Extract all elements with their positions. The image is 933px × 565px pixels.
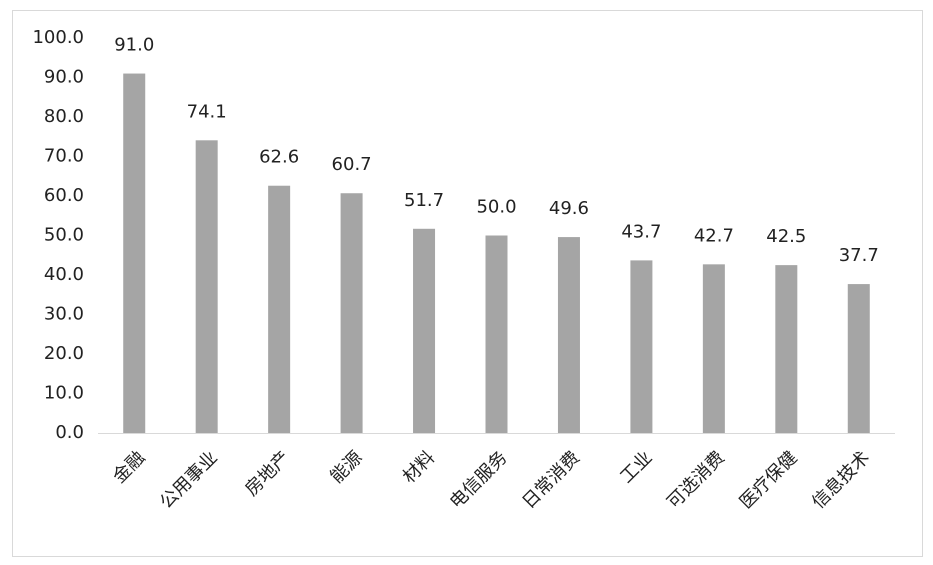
y-tick-label: 90.0 xyxy=(44,67,84,88)
data-label: 42.5 xyxy=(766,226,806,247)
bar xyxy=(123,73,146,434)
y-tick-label: 40.0 xyxy=(44,264,84,285)
bar xyxy=(557,237,580,433)
bar xyxy=(195,140,218,433)
bar xyxy=(268,185,291,433)
chart-border xyxy=(12,10,923,557)
bar xyxy=(702,264,725,433)
y-tick-label: 20.0 xyxy=(44,343,84,364)
data-label: 42.7 xyxy=(694,225,734,246)
y-tick-label: 10.0 xyxy=(44,383,84,404)
data-label: 50.0 xyxy=(476,197,516,218)
y-tick-label: 70.0 xyxy=(44,146,84,167)
data-label: 51.7 xyxy=(404,190,444,211)
y-tick-label: 50.0 xyxy=(44,225,84,246)
bar xyxy=(847,284,870,433)
data-label: 37.7 xyxy=(839,245,879,266)
data-label: 43.7 xyxy=(621,221,661,242)
bar xyxy=(630,260,653,433)
bar xyxy=(413,228,436,433)
data-label: 60.7 xyxy=(332,154,372,175)
bar xyxy=(340,193,363,433)
y-tick-label: 60.0 xyxy=(44,185,84,206)
data-label: 74.1 xyxy=(187,101,227,122)
data-label: 49.6 xyxy=(549,198,589,219)
y-tick-label: 100.0 xyxy=(32,27,84,48)
bar xyxy=(485,235,508,433)
data-label: 91.0 xyxy=(114,35,154,56)
y-tick-label: 80.0 xyxy=(44,106,84,127)
y-tick-label: 0.0 xyxy=(55,422,84,443)
data-label: 62.6 xyxy=(259,147,299,168)
bar xyxy=(775,265,798,433)
y-tick-label: 30.0 xyxy=(44,304,84,325)
